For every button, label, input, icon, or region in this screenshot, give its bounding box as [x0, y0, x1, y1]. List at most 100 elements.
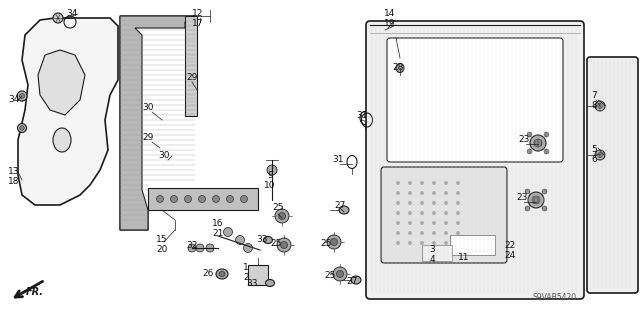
- Circle shape: [525, 189, 530, 194]
- Text: 16: 16: [212, 219, 224, 228]
- Text: 27: 27: [346, 278, 358, 286]
- Text: 34: 34: [8, 95, 20, 105]
- Circle shape: [420, 231, 424, 235]
- Circle shape: [337, 271, 344, 278]
- Circle shape: [396, 241, 400, 245]
- Text: 25: 25: [324, 271, 336, 280]
- Bar: [185, 16, 197, 116]
- Polygon shape: [120, 16, 195, 230]
- Circle shape: [420, 191, 424, 195]
- Text: 32: 32: [186, 241, 198, 250]
- Text: 1: 1: [243, 263, 249, 272]
- Circle shape: [333, 267, 347, 281]
- Text: 4: 4: [429, 256, 435, 264]
- Circle shape: [444, 231, 448, 235]
- Circle shape: [241, 196, 248, 203]
- Circle shape: [408, 221, 412, 225]
- Circle shape: [19, 93, 24, 99]
- Bar: [422, 245, 452, 261]
- Circle shape: [432, 211, 436, 215]
- Circle shape: [528, 192, 544, 208]
- Circle shape: [408, 181, 412, 185]
- Text: 31: 31: [332, 155, 344, 165]
- Circle shape: [408, 241, 412, 245]
- Text: 24: 24: [504, 251, 516, 261]
- Circle shape: [223, 227, 232, 236]
- Circle shape: [275, 209, 289, 223]
- Text: 9: 9: [267, 172, 273, 181]
- Text: FR.: FR.: [26, 287, 44, 297]
- Circle shape: [267, 165, 277, 175]
- Text: 19: 19: [384, 19, 396, 28]
- Ellipse shape: [264, 236, 273, 243]
- Ellipse shape: [53, 128, 71, 152]
- Text: 33: 33: [256, 235, 268, 244]
- Text: 7: 7: [591, 92, 597, 100]
- Ellipse shape: [216, 269, 228, 279]
- Circle shape: [53, 13, 63, 23]
- Circle shape: [243, 243, 253, 253]
- Circle shape: [444, 201, 448, 205]
- Circle shape: [527, 149, 532, 154]
- Circle shape: [542, 189, 547, 194]
- Polygon shape: [18, 18, 118, 205]
- Ellipse shape: [351, 276, 361, 284]
- Circle shape: [456, 221, 460, 225]
- Text: 21: 21: [212, 229, 224, 239]
- Circle shape: [17, 91, 27, 101]
- Circle shape: [212, 196, 220, 203]
- Polygon shape: [248, 265, 268, 285]
- Circle shape: [432, 201, 436, 205]
- Circle shape: [396, 191, 400, 195]
- Circle shape: [420, 241, 424, 245]
- Text: 27: 27: [334, 202, 346, 211]
- Circle shape: [420, 211, 424, 215]
- Text: 33: 33: [246, 279, 258, 288]
- Circle shape: [277, 238, 291, 252]
- Ellipse shape: [339, 206, 349, 214]
- Circle shape: [444, 241, 448, 245]
- Circle shape: [444, 221, 448, 225]
- Text: 23: 23: [516, 194, 528, 203]
- Circle shape: [456, 201, 460, 205]
- Circle shape: [432, 241, 436, 245]
- Text: S9VAB5420: S9VAB5420: [533, 293, 577, 302]
- Text: 11: 11: [458, 254, 470, 263]
- Circle shape: [444, 211, 448, 215]
- Circle shape: [534, 139, 542, 147]
- Circle shape: [396, 231, 400, 235]
- Circle shape: [432, 191, 436, 195]
- Circle shape: [396, 181, 400, 185]
- Text: 20: 20: [156, 246, 168, 255]
- Circle shape: [408, 211, 412, 215]
- Circle shape: [544, 149, 549, 154]
- Circle shape: [456, 241, 460, 245]
- Circle shape: [227, 196, 234, 203]
- Polygon shape: [38, 50, 85, 115]
- Circle shape: [525, 206, 530, 211]
- Circle shape: [396, 221, 400, 225]
- Text: 29: 29: [186, 73, 198, 83]
- Text: 8: 8: [591, 101, 597, 110]
- FancyBboxPatch shape: [387, 38, 563, 162]
- Circle shape: [542, 206, 547, 211]
- Polygon shape: [120, 16, 195, 230]
- Circle shape: [17, 123, 26, 132]
- Text: 30: 30: [158, 152, 170, 160]
- Ellipse shape: [396, 63, 404, 72]
- Text: 2: 2: [243, 273, 249, 283]
- Circle shape: [408, 201, 412, 205]
- Circle shape: [598, 152, 602, 158]
- Text: 18: 18: [8, 177, 20, 187]
- Circle shape: [157, 196, 163, 203]
- Circle shape: [278, 212, 285, 219]
- Text: 25: 25: [320, 240, 332, 249]
- Text: 17: 17: [192, 19, 204, 28]
- Circle shape: [408, 231, 412, 235]
- Text: 31: 31: [356, 112, 368, 121]
- Bar: [450, 235, 495, 255]
- Text: 28: 28: [392, 63, 404, 72]
- Circle shape: [188, 244, 196, 252]
- Circle shape: [432, 221, 436, 225]
- Circle shape: [527, 132, 532, 137]
